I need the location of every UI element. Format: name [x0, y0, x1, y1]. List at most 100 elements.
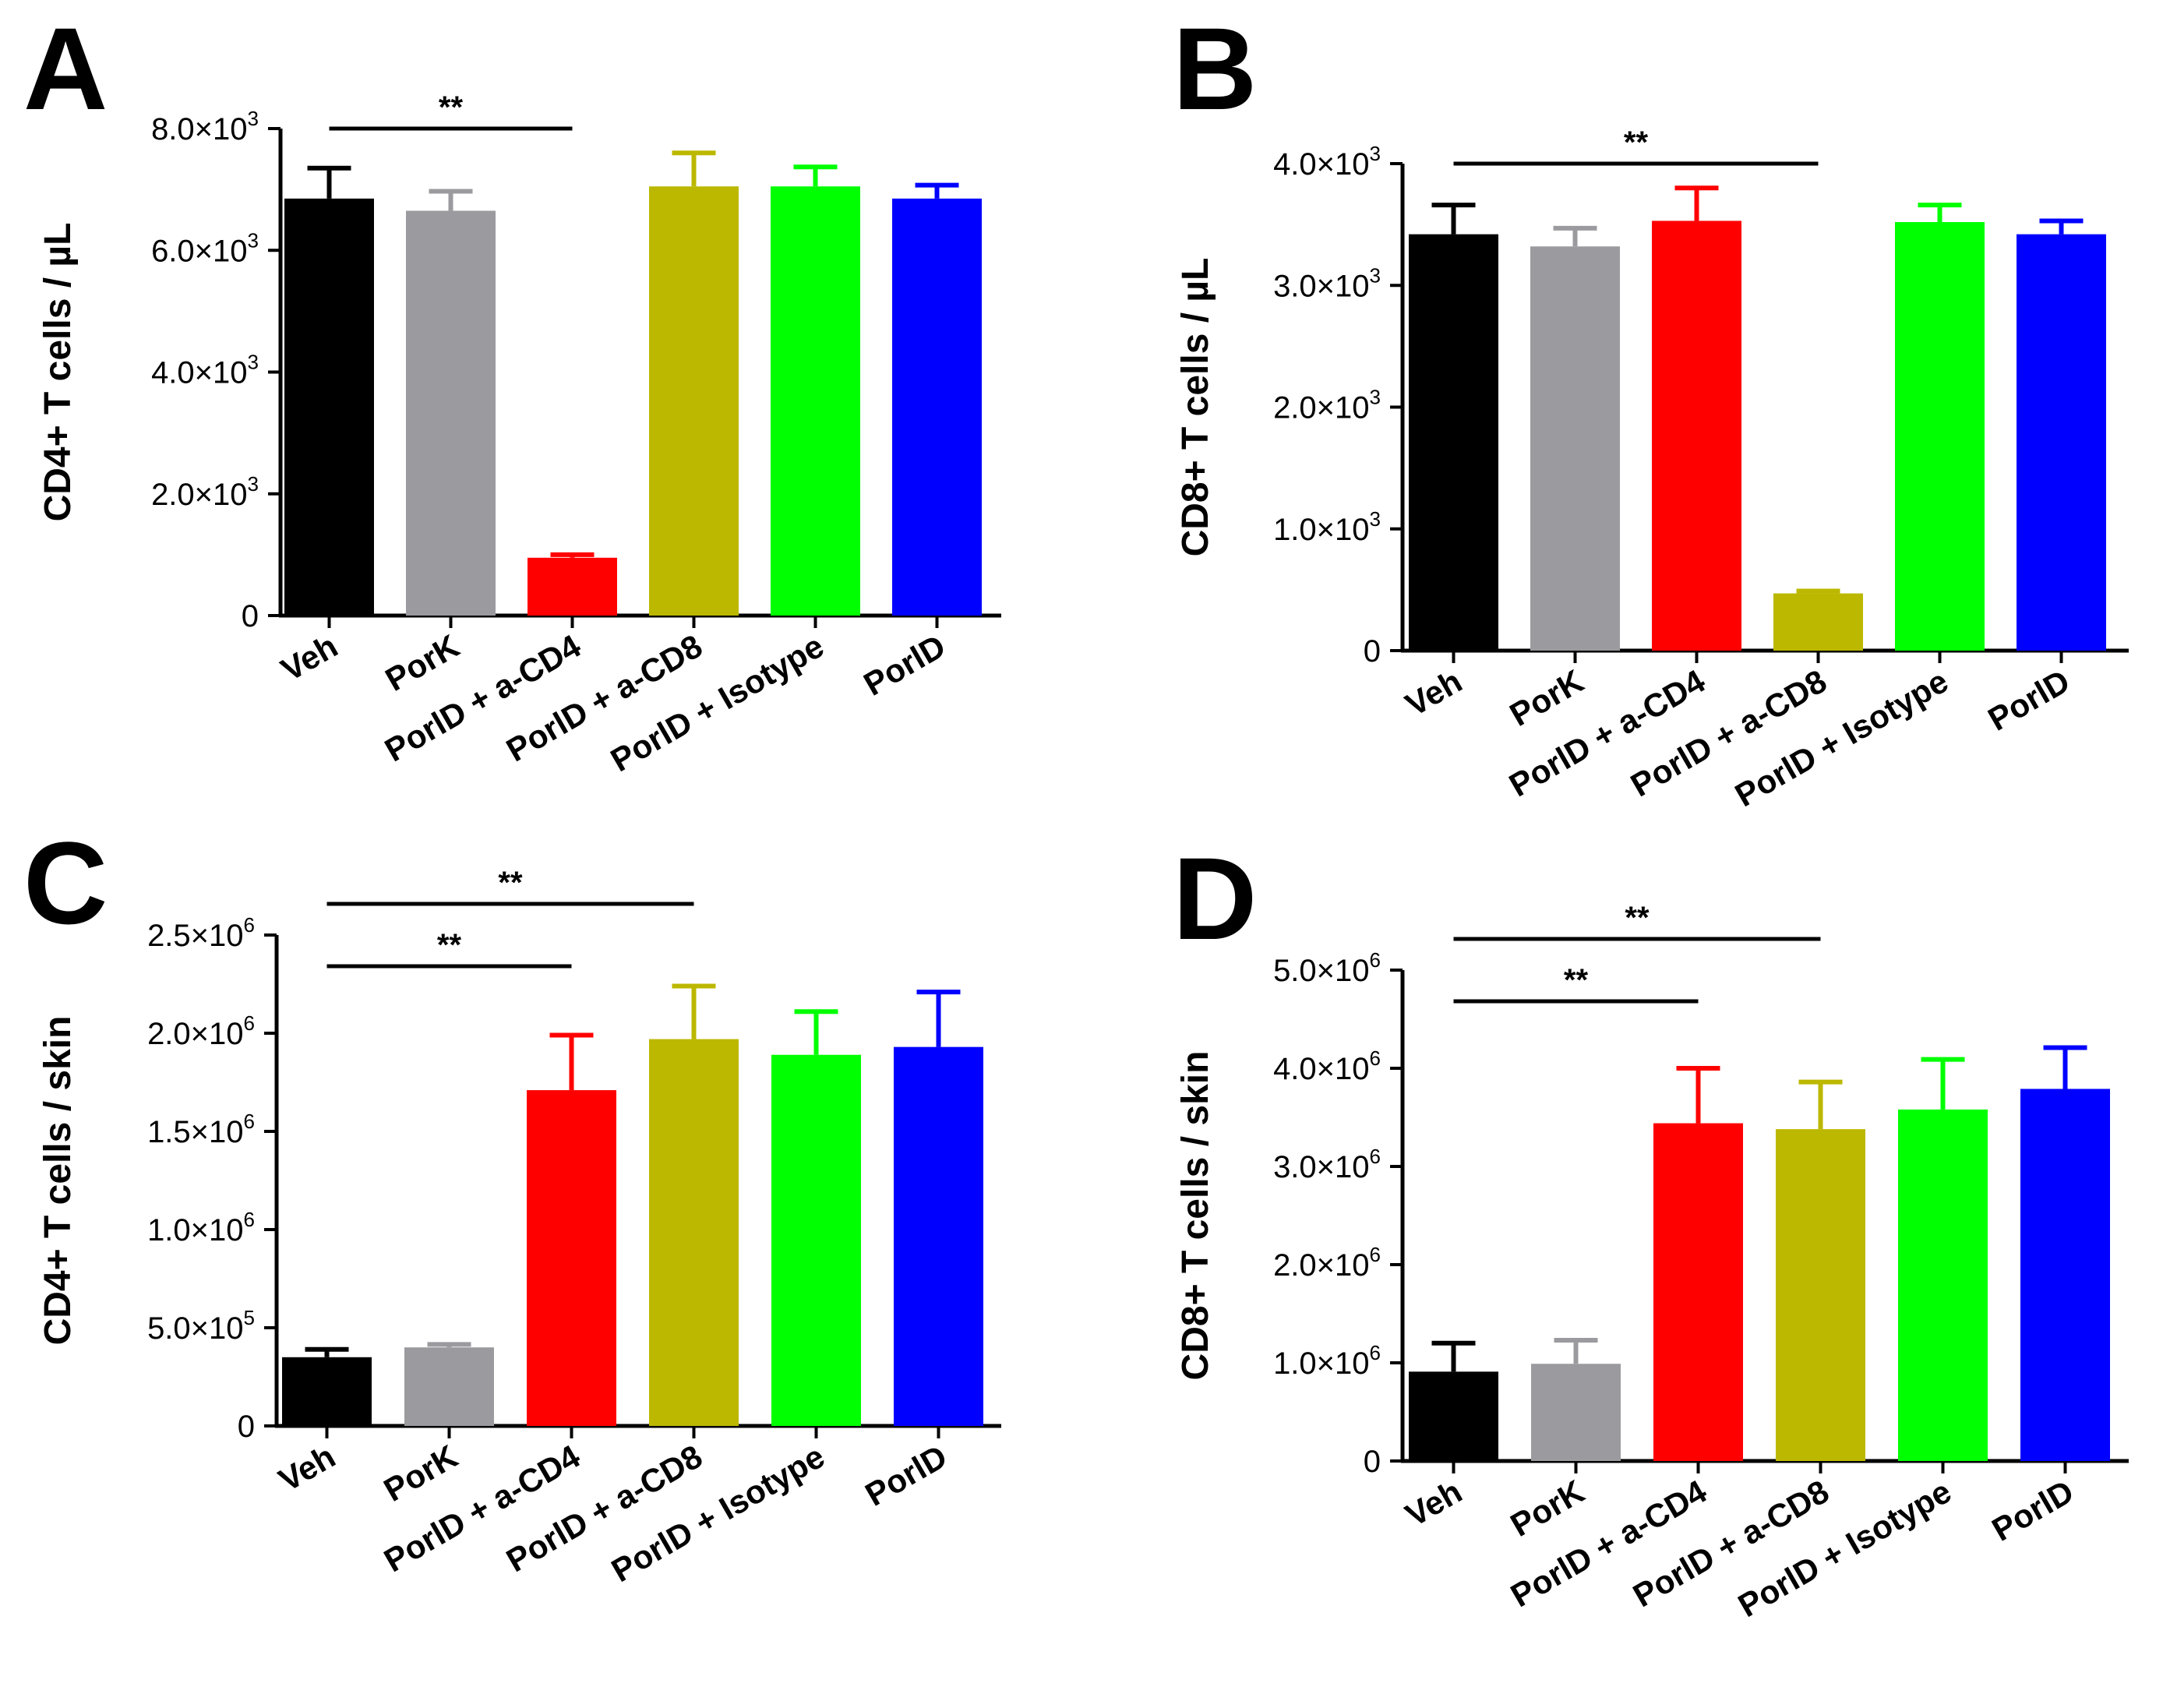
y-tick-exponent: 3	[1370, 142, 1381, 165]
bar	[1409, 234, 1498, 651]
bar	[284, 198, 374, 616]
y-tick-label: 5.0×105	[147, 1306, 255, 1346]
y-tick-exponent: 6	[1370, 1046, 1381, 1070]
x-category-label: Veh	[1399, 1473, 1468, 1533]
bar	[649, 186, 739, 616]
bar	[892, 198, 982, 616]
y-tick-mantissa: 0	[238, 1410, 255, 1444]
y-tick-label: 1.0×106	[147, 1208, 255, 1247]
bar	[527, 1090, 616, 1426]
y-tick-label: 6.0×103	[151, 228, 259, 268]
significance-label: **	[1625, 901, 1650, 935]
y-tick-label: 5.0×106	[1273, 948, 1381, 988]
y-tick-mantissa: 0	[242, 599, 259, 633]
y-tick-exponent: 3	[1370, 507, 1381, 531]
y-tick-label: 0	[242, 599, 259, 633]
bar	[1773, 593, 1863, 651]
x-category-label: PorlD	[1985, 1473, 2080, 1548]
y-tick-exponent: 3	[248, 228, 259, 252]
x-category-label: Veh	[275, 627, 344, 688]
y-axis-title: CD8+ T cells / µL	[1175, 258, 1216, 557]
y-tick-mantissa: 3.0×10	[1273, 1150, 1369, 1184]
x-category-label: Veh	[1399, 662, 1468, 723]
x-category-label: PorlD	[859, 1438, 953, 1513]
y-tick-label: 3.0×106	[1273, 1145, 1381, 1184]
y-axis-title: CD8+ T cells / skin	[1175, 1051, 1216, 1381]
bar	[1653, 1123, 1743, 1461]
panel-letter: B	[1173, 3, 1257, 134]
y-tick-mantissa: 8.0×10	[151, 112, 247, 146]
y-tick-mantissa: 1.0×10	[1273, 1346, 1369, 1381]
y-tick-exponent: 3	[248, 351, 259, 374]
bar	[282, 1357, 372, 1426]
bar	[1652, 221, 1741, 651]
bar	[649, 1039, 739, 1426]
y-tick-label: 1.0×106	[1273, 1341, 1381, 1381]
significance-label: **	[498, 866, 523, 900]
y-tick-mantissa: 4.0×10	[1273, 1052, 1369, 1086]
significance-label: **	[437, 928, 462, 962]
bar	[771, 186, 860, 616]
y-tick-exponent: 6	[1370, 1145, 1381, 1168]
y-tick-mantissa: 1.5×10	[147, 1115, 243, 1149]
y-tick-exponent: 6	[244, 1208, 255, 1231]
y-tick-label: 2.0×103	[151, 472, 259, 512]
y-tick-exponent: 6	[1370, 948, 1381, 972]
y-tick-exponent: 3	[1370, 386, 1381, 409]
y-tick-mantissa: 1.0×10	[147, 1213, 243, 1247]
x-category-label: PorK	[378, 1438, 464, 1509]
bar	[1898, 1109, 1988, 1461]
y-tick-label: 8.0×103	[151, 107, 259, 146]
y-tick-label: 1.0×103	[1273, 507, 1381, 547]
bar	[894, 1046, 983, 1426]
y-tick-mantissa: 4.0×10	[151, 356, 247, 390]
x-category-label: Veh	[273, 1438, 341, 1498]
y-tick-label: 0	[1364, 1445, 1381, 1479]
y-tick-mantissa: 5.0×10	[147, 1311, 243, 1346]
y-tick-exponent: 5	[244, 1306, 255, 1329]
bar	[1530, 246, 1620, 651]
bar	[771, 1054, 861, 1426]
bar	[1895, 222, 1985, 651]
y-tick-exponent: 3	[248, 107, 259, 130]
y-tick-mantissa: 4.0×10	[1273, 147, 1369, 182]
significance-label: **	[439, 90, 464, 125]
y-tick-label: 2.0×106	[147, 1011, 255, 1051]
y-tick-exponent: 6	[244, 913, 255, 937]
y-tick-label: 1.5×106	[147, 1110, 255, 1149]
bar	[2020, 1089, 2110, 1461]
y-tick-label: 4.0×106	[1273, 1046, 1381, 1086]
bar	[1531, 1364, 1621, 1461]
x-category-label: PorlD + Isotype	[1732, 1473, 1957, 1624]
x-category-label: PorlD + Isotype	[605, 1438, 831, 1589]
y-tick-exponent: 3	[1370, 263, 1381, 287]
bar	[404, 1347, 494, 1426]
y-tick-label: 0	[1364, 634, 1381, 669]
y-tick-mantissa: 6.0×10	[151, 234, 247, 268]
x-category-label: PorK	[379, 627, 465, 698]
x-category-label: PorlD + Isotype	[1729, 662, 1954, 813]
y-tick-mantissa: 0	[1364, 634, 1381, 669]
bar	[2017, 234, 2106, 651]
y-tick-mantissa: 2.0×10	[1273, 391, 1369, 425]
x-category-label: PorK	[1505, 1473, 1590, 1544]
panel-letter: D	[1173, 833, 1257, 964]
y-tick-mantissa: 0	[1364, 1445, 1381, 1479]
y-axis-title: CD4+ T cells / µL	[37, 223, 79, 522]
bar	[406, 210, 496, 616]
y-tick-mantissa: 2.0×10	[1273, 1248, 1369, 1283]
y-tick-exponent: 6	[1370, 1243, 1381, 1266]
y-tick-mantissa: 2.0×10	[151, 478, 247, 512]
x-category-label: PorK	[1504, 662, 1590, 733]
x-category-label: PorlD	[857, 627, 951, 703]
x-category-label: PorlD + Isotype	[605, 627, 830, 778]
y-tick-exponent: 3	[248, 472, 259, 496]
y-tick-label: 4.0×103	[151, 351, 259, 390]
y-tick-mantissa: 5.0×10	[1273, 954, 1369, 988]
y-tick-label: 4.0×103	[1273, 142, 1381, 182]
